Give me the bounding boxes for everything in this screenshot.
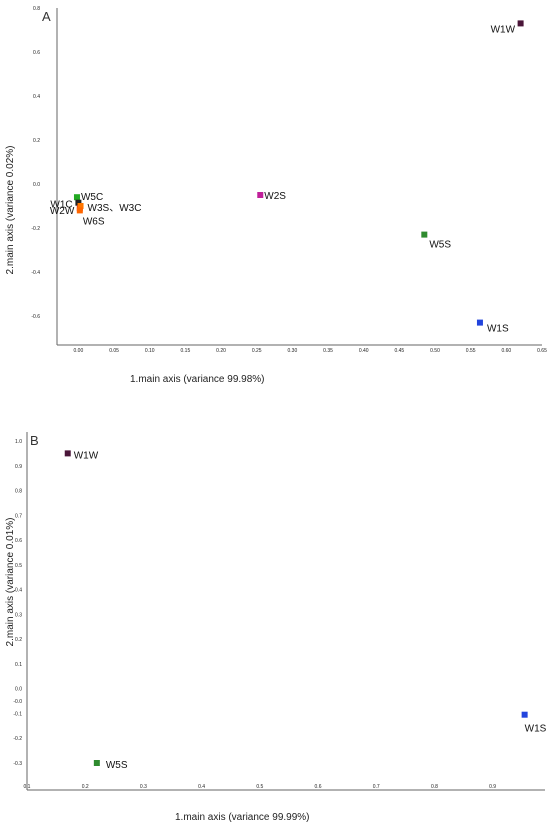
y-tick-label: 0.2	[15, 637, 22, 643]
panel-letter: A	[42, 9, 51, 24]
x-axis-title: 1.main axis (variance 99.98%)	[130, 374, 265, 385]
y-tick-label: 1.0	[15, 439, 22, 445]
x-tick-label: 0.30	[288, 348, 298, 354]
data-point	[421, 231, 428, 238]
y-tick-label: 0.3	[15, 612, 22, 618]
x-tick-label: 0.10	[145, 348, 155, 354]
x-tick-label: 0.60	[501, 348, 511, 354]
data-point-label: W1W	[74, 450, 99, 461]
y-axis-title: 2.main axis (variance 0.02%)	[5, 146, 16, 275]
data-point	[93, 760, 100, 766]
y-tick-label: -0.2	[13, 736, 22, 742]
data-point	[76, 207, 83, 214]
data-point	[257, 192, 264, 198]
x-tick-label: 0.20	[216, 348, 226, 354]
y-tick-label: -0.0	[13, 699, 22, 705]
x-tick-label: 0.1	[24, 784, 31, 790]
panel-letter: B	[30, 433, 39, 448]
y-tick-label: 0.0	[15, 687, 22, 693]
y-tick-label: 0.4	[15, 588, 22, 594]
x-tick-label: 0.45	[394, 348, 404, 354]
x-tick-label: 0.25	[252, 348, 262, 354]
x-tick-label: 0.2	[82, 784, 89, 790]
data-point	[75, 199, 82, 206]
data-point-label: W2S	[264, 191, 286, 202]
x-tick-label: 0.65	[537, 348, 547, 354]
x-tick-label: 0.3	[140, 784, 147, 790]
data-point-label: W1C	[50, 200, 72, 211]
data-point-label: W6S	[83, 216, 105, 227]
y-tick-label: 0.8	[15, 489, 22, 495]
y-tick-label: 0.7	[15, 513, 22, 519]
x-tick-label: 0.05	[109, 348, 119, 354]
x-tick-label: 0.55	[466, 348, 476, 354]
x-tick-label: 0.5	[256, 784, 263, 790]
data-point-label: W1W	[491, 24, 516, 35]
data-point	[73, 194, 80, 201]
x-tick-label: 0.15	[181, 348, 191, 354]
x-tick-label: 0.7	[373, 784, 380, 790]
y-tick-label: 0.6	[15, 538, 22, 544]
y-tick-label: 0.0	[33, 182, 40, 188]
data-point-label: W3S、W3C	[88, 203, 142, 214]
y-tick-label: 0.9	[15, 464, 22, 470]
chart-panel-b: B 0.1 0.2 0.3 0.4 0.5 0.6 0.7 0.8 0.9 1.0 0.9 0.8 0.7…	[5, 432, 547, 823]
x-tick-label: 0.9	[489, 784, 496, 790]
data-point-label: W1S	[487, 324, 509, 335]
y-tick-label: 0.8	[33, 6, 40, 12]
y-tick-label: 0.4	[33, 94, 40, 100]
y-tick-label: -0.4	[31, 270, 40, 276]
x-tick-label: 0.6	[315, 784, 322, 790]
data-point	[476, 319, 483, 326]
data-point-label: W5S	[429, 240, 451, 251]
y-axis-title: 2.main axis (variance 0.01%)	[5, 518, 16, 647]
x-tick-label: 0.35	[323, 348, 333, 354]
y-tick-label: -0.3	[13, 761, 22, 767]
y-tick-label: -0.1	[13, 711, 22, 717]
data-point-label: W2W	[50, 206, 75, 217]
y-tick-label: 0.2	[33, 138, 40, 144]
x-tick-label: 0.50	[430, 348, 440, 354]
data-point	[517, 20, 524, 27]
y-tick-label: -0.6	[31, 314, 40, 320]
y-tick-label: -0.2	[31, 226, 40, 232]
data-point	[77, 203, 84, 209]
y-tick-label: 0.5	[15, 563, 22, 569]
x-axis-title: 1.main axis (variance 99.99%)	[175, 812, 310, 823]
x-tick-label: 0.00	[74, 348, 84, 354]
data-point-label: W5C	[81, 192, 103, 203]
data-point-label: W1S	[525, 724, 547, 735]
y-tick-label: 0.1	[15, 662, 22, 668]
data-point	[64, 450, 71, 457]
y-tick-label: 0.6	[33, 50, 40, 56]
x-tick-label: 0.4	[198, 784, 205, 790]
chart-panel-a: A 0.00 0.05 0.10 0.15 0.20 0.25 0.30 0.35 0.40 0.4…	[5, 6, 547, 385]
x-tick-label: 0.8	[431, 784, 438, 790]
data-point	[521, 711, 528, 718]
x-tick-label: 0.40	[359, 348, 369, 354]
data-point-label: W5S	[106, 760, 128, 771]
